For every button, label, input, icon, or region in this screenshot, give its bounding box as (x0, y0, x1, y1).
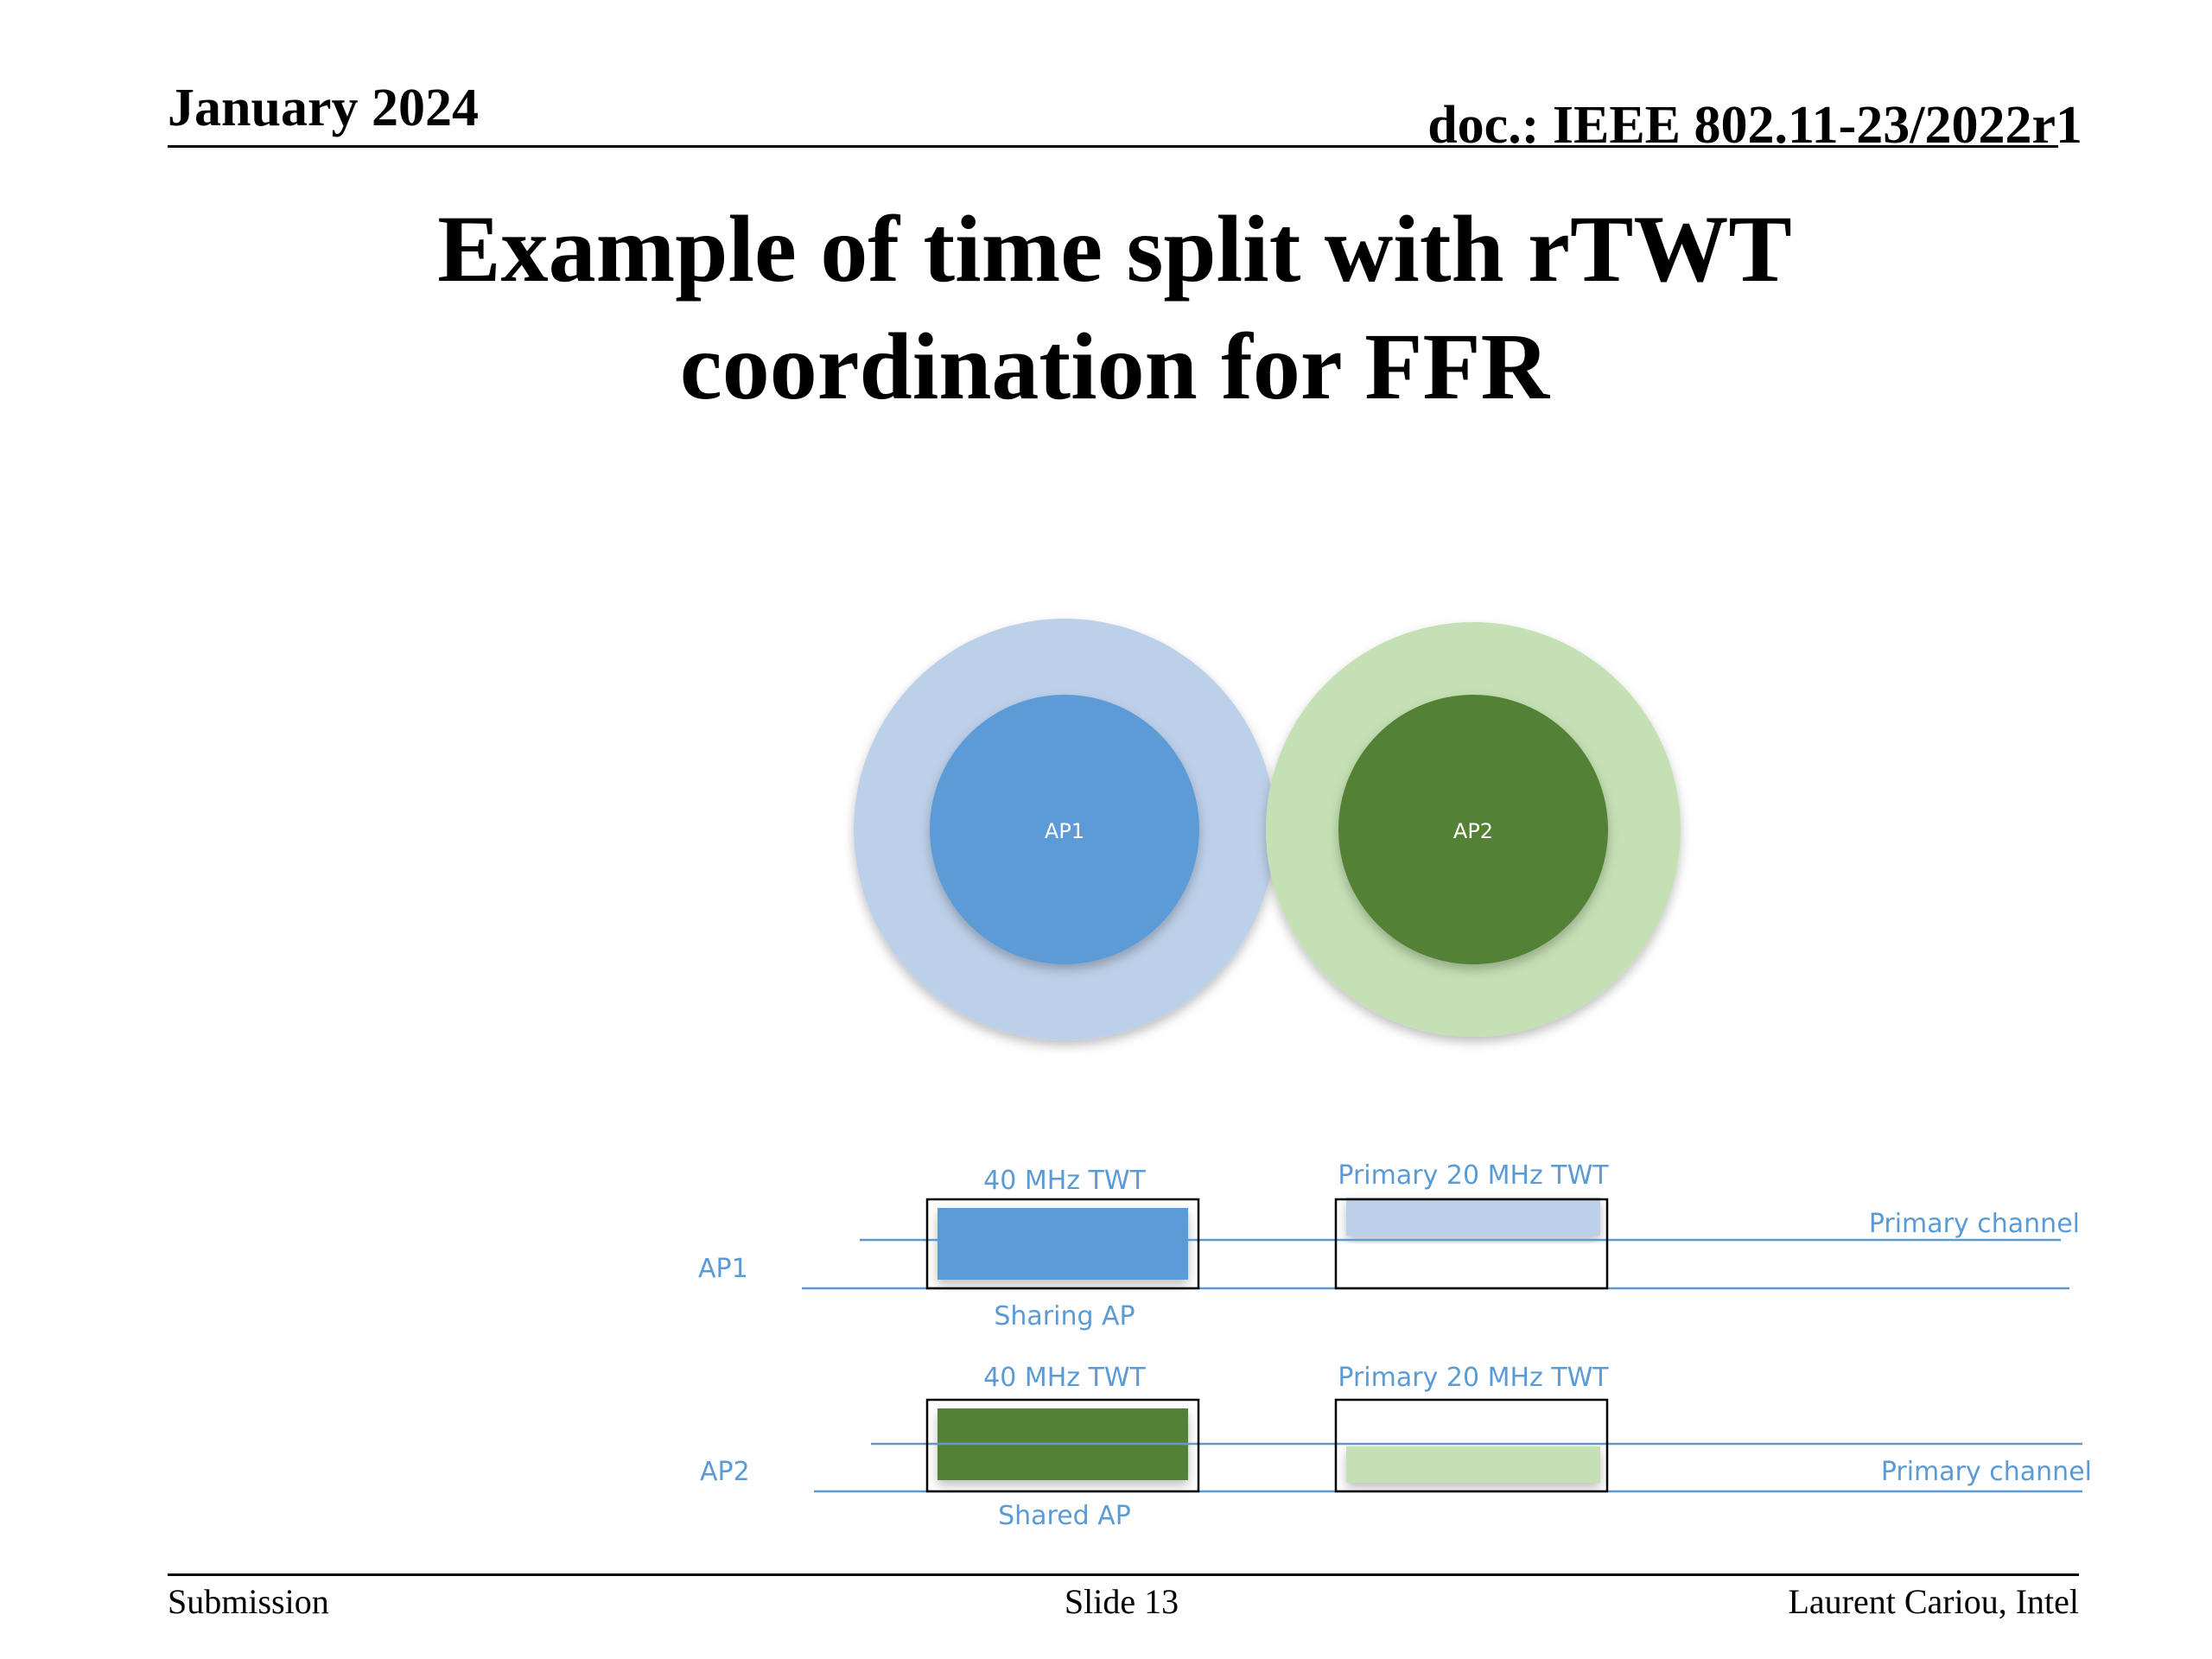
header-date: January 2024 (168, 79, 479, 137)
footer-slide-number: Slide 13 (1064, 1582, 1179, 1621)
ap1-circle-label: AP1 (1045, 819, 1084, 843)
slide-title: Example of time split with rTWT coordina… (0, 190, 2212, 425)
ap1-role-label: Sharing AP (994, 1301, 1135, 1332)
ap1-primary-channel-label: Primary channel (1869, 1209, 2080, 1239)
title-line-1: Example of time split with rTWT (437, 196, 1792, 302)
ap1-inner-coverage (930, 695, 1199, 964)
ap1-twt2-window (1334, 1198, 1609, 1290)
ap1-primary20-block (1346, 1198, 1600, 1236)
header-rule (168, 145, 2058, 148)
ap1-40mhz-block (938, 1208, 1188, 1280)
footer-author: Laurent Cariou, Intel (1788, 1582, 2079, 1621)
ap2-twt1-label: 40 MHz TWT (983, 1363, 1146, 1393)
footer-submission: Submission (168, 1582, 329, 1621)
ap2-role-label: Shared AP (998, 1501, 1131, 1531)
ap1-twt1-window (925, 1198, 1200, 1290)
ap1-row-label: AP1 (698, 1254, 748, 1284)
footer-rule (168, 1573, 2079, 1576)
ap1-twt1-label: 40 MHz TWT (983, 1166, 1146, 1196)
ap1-twt2-label: Primary 20 MHz TWT (1338, 1160, 1609, 1191)
ap2-twt1-window (925, 1398, 1200, 1493)
ap2-inner-coverage (1338, 695, 1608, 964)
ap2-twt2-label: Primary 20 MHz TWT (1338, 1363, 1609, 1393)
ap2-primary20-block (1346, 1446, 1600, 1483)
ap2-row-label: AP2 (700, 1457, 750, 1487)
ap2-twt2-window (1334, 1398, 1609, 1493)
ap2-circle-label: AP2 (1453, 819, 1493, 843)
title-line-2: coordination for FFR (679, 314, 1550, 419)
ap2-primary-channel-label: Primary channel (1881, 1457, 2092, 1487)
header-doc-id: doc.: IEEE 802.11-23/2022r1 (1427, 96, 2082, 155)
